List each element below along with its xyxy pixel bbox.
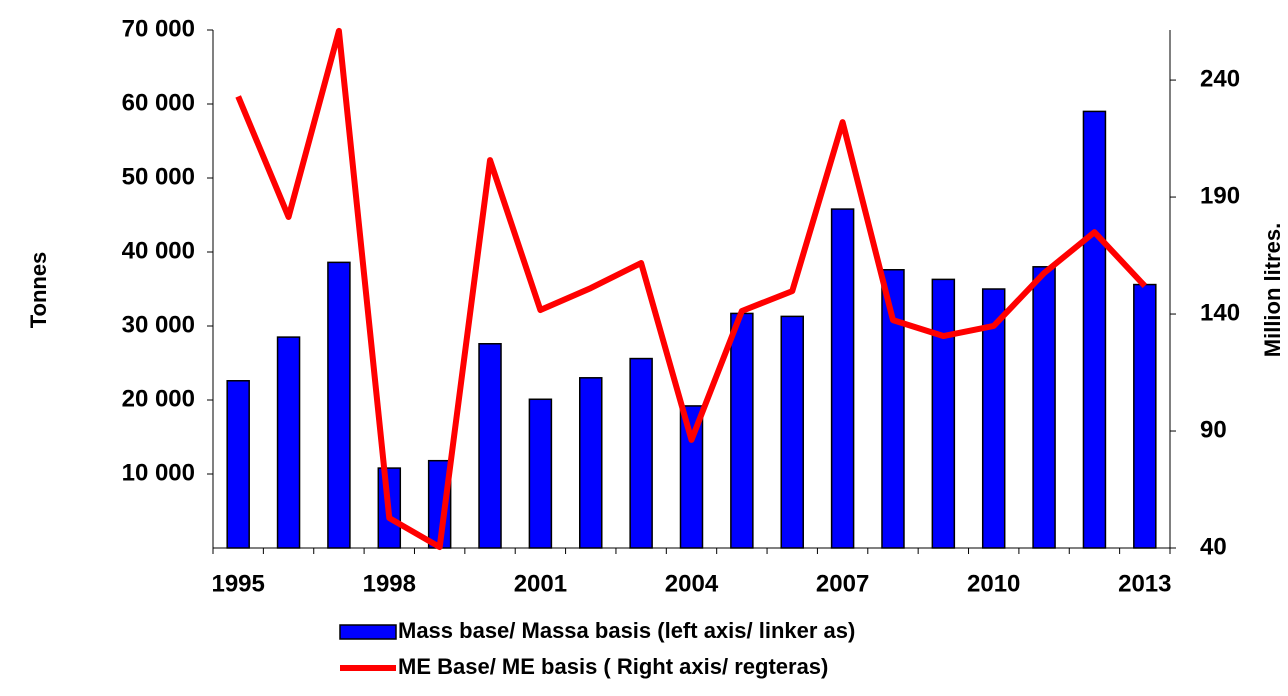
y2-tick-label: 90 — [1200, 416, 1227, 443]
y-tick-label: 70 000 — [122, 15, 195, 42]
x-tick-label: 2013 — [1118, 570, 1171, 597]
bar — [981, 288, 1006, 549]
bar — [629, 357, 653, 549]
y-axis-title: Tonnes — [26, 252, 51, 329]
bar — [1082, 110, 1107, 549]
bar — [1133, 283, 1157, 549]
bar — [730, 312, 754, 549]
bar — [881, 269, 905, 549]
legend-swatch — [339, 624, 397, 640]
y-tick-label: 40 000 — [122, 237, 195, 264]
bar — [931, 278, 956, 549]
bar — [327, 261, 351, 549]
bar — [478, 343, 502, 549]
bar — [226, 380, 250, 549]
bar — [579, 377, 603, 549]
y-tick-label: 60 000 — [122, 89, 195, 116]
y-tick-label: 10 000 — [122, 459, 195, 486]
y2-tick-label: 140 — [1200, 299, 1240, 326]
y2-tick-label: 240 — [1200, 65, 1240, 92]
bar — [780, 315, 804, 549]
x-tick-label: 2004 — [665, 570, 719, 597]
y2-tick-label: 40 — [1200, 533, 1227, 560]
x-tick-label: 2007 — [816, 570, 869, 597]
y-tick-label: 50 000 — [122, 163, 195, 190]
x-tick-label: 1995 — [211, 570, 264, 597]
bar — [679, 405, 704, 549]
y2-tick-label: 190 — [1200, 182, 1240, 209]
y2-axis-title: Million litres. — [1260, 223, 1285, 357]
legend-label: ME Base/ ME basis ( Right axis/ regteras… — [398, 654, 828, 679]
x-tick-label: 1998 — [363, 570, 416, 597]
y-tick-label: 20 000 — [122, 385, 195, 412]
x-tick-label: 2010 — [967, 570, 1020, 597]
legend-label: Mass base/ Massa basis (left axis/ linke… — [398, 618, 855, 643]
line — [235, 27, 1148, 551]
bar — [1032, 266, 1056, 549]
x-tick-label: 2001 — [514, 570, 567, 597]
bar — [528, 398, 553, 549]
bar — [276, 336, 301, 549]
bar — [830, 208, 855, 549]
y-tick-label: 30 000 — [122, 311, 195, 338]
